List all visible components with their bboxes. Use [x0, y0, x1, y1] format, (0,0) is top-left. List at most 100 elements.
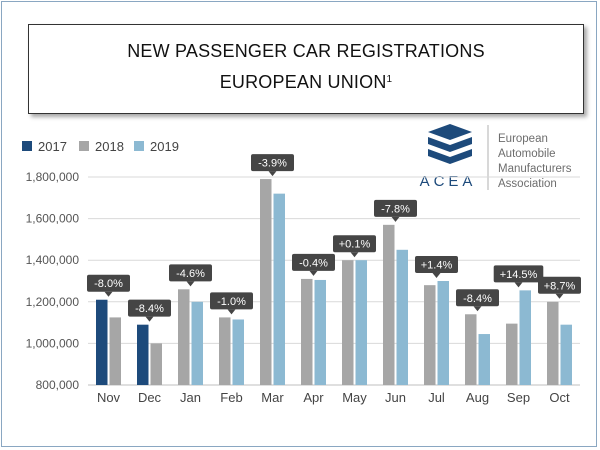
change-label-nov: -8.0% [87, 274, 130, 297]
legend: 2017 2018 2019 [22, 139, 179, 154]
change-label-box [374, 199, 417, 217]
change-label-jun: -7.8% [374, 199, 417, 222]
change-label-box [333, 235, 376, 253]
change-label-text: -0.4% [299, 257, 328, 269]
change-label-feb: -1.0% [210, 292, 253, 315]
change-label-text: -8.4% [463, 293, 492, 305]
change-label-box [128, 299, 171, 317]
y-tick-label: 800,000 [36, 378, 80, 392]
bar-2019-may [355, 260, 367, 385]
x-tick-label: Nov [97, 390, 121, 405]
change-label-box [210, 292, 253, 310]
bar-2017-dec [137, 324, 149, 385]
acea-car-chevron-icon [428, 124, 472, 164]
y-tick-label: 1,200,000 [26, 295, 80, 309]
legend-label-2019: 2019 [150, 139, 179, 154]
bar-2018-nov [109, 317, 121, 385]
acea-name-line-2: Automobile [498, 148, 556, 160]
bar-2018-jan [178, 289, 190, 385]
bar-2018-jul [424, 285, 436, 385]
y-tick-label: 1,600,000 [26, 212, 80, 226]
title-box: NEW PASSENGER CAR REGISTRATIONS EUROPEAN… [28, 24, 584, 114]
bar-2018-sep [506, 323, 518, 385]
bar-2019-jul [437, 281, 449, 385]
bar-2018-apr [301, 278, 313, 385]
change-label-pointer [432, 273, 441, 278]
change-label-text: +0.1% [339, 239, 371, 251]
change-label-box [538, 276, 581, 294]
change-label-text: -1.0% [217, 296, 246, 308]
change-label-dec: -8.4% [128, 299, 171, 322]
change-label-text: +8.7% [544, 280, 576, 292]
change-label-aug: -8.4% [456, 289, 499, 312]
change-label-pointer [104, 291, 113, 297]
bar-2018-feb [219, 317, 231, 385]
x-axis: Nov Dec Jan Feb Mar Apr May Jun Jul Aug Sep Oct [97, 390, 570, 405]
chart-title-line2: EUROPEAN UNION1 [29, 72, 583, 93]
acea-name-line-4: Association [498, 178, 557, 190]
x-tick-label: May [342, 390, 367, 405]
change-label-text: -8.0% [94, 278, 123, 290]
chart-title-line2-text: EUROPEAN UNION [219, 72, 387, 92]
bar-2018-oct [547, 301, 559, 385]
acea-acronym: ACEA [420, 173, 477, 190]
bar-2019-jun [396, 249, 408, 385]
change-label-text: -4.6% [176, 268, 205, 280]
y-axis: 800,000 1,000,000 1,200,000 1,400,000 1,600,… [26, 170, 80, 392]
bar-2018-jun [383, 224, 395, 385]
bar-2017-nov [96, 299, 108, 385]
change-label-jul: +1.4% [415, 256, 458, 278]
change-label-pointer [555, 293, 564, 299]
change-label-may: +0.1% [333, 235, 376, 258]
bar-2019-aug [478, 334, 490, 385]
change-label-box [456, 289, 499, 307]
chart-title-line1: NEW PASSENGER CAR REGISTRATIONS [127, 41, 485, 61]
bar-2019-jan [191, 301, 203, 385]
change-label-text: -7.8% [381, 203, 410, 215]
bars [96, 179, 572, 385]
y-tick-label: 1,800,000 [26, 170, 80, 184]
acea-logo: ACEA European Automobile Manufacturers A… [420, 124, 572, 190]
change-label-box [87, 274, 130, 292]
change-label-oct: +8.7% [538, 276, 581, 299]
bar-2019-sep [519, 290, 531, 385]
change-label-box [493, 265, 544, 283]
change-label-box [292, 253, 335, 271]
y-tick-label: 1,000,000 [26, 336, 80, 350]
change-label-text: -3.9% [258, 158, 287, 170]
x-tick-label: Aug [466, 390, 489, 405]
bar-2018-aug [465, 314, 477, 385]
bar-2019-apr [314, 279, 326, 385]
bar-2018-may [342, 260, 354, 385]
change-label-box [415, 256, 458, 273]
legend-swatch-2019 [134, 141, 144, 151]
change-label-box [169, 264, 212, 282]
x-tick-label: Jun [385, 390, 406, 405]
change-label-mar: -3.9% [251, 154, 294, 177]
change-label-text: -8.4% [135, 303, 164, 315]
gridlines [88, 176, 580, 386]
y-tick-label: 1,400,000 [26, 253, 80, 267]
change-label-text: +14.5% [500, 269, 538, 281]
change-label-pointer [145, 316, 154, 322]
x-tick-label: Apr [303, 390, 324, 405]
bar-2018-mar [260, 179, 272, 385]
x-tick-label: Jul [428, 390, 445, 405]
change-label-jan: -4.6% [169, 264, 212, 287]
change-label-apr: -0.4% [292, 253, 335, 276]
change-label-pointer [186, 281, 195, 287]
bar-2019-oct [560, 324, 572, 385]
x-tick-label: Sep [507, 390, 530, 405]
x-tick-label: Mar [261, 390, 284, 405]
change-label-box [251, 154, 294, 172]
change-label-pointer [309, 270, 318, 276]
acea-name-line-1: European [498, 133, 548, 145]
acea-name-line-3: Manufacturers [498, 163, 572, 175]
bar-2019-feb [232, 319, 244, 385]
x-tick-label: Feb [220, 390, 242, 405]
x-tick-label: Oct [549, 390, 570, 405]
legend-swatch-2017 [22, 141, 32, 151]
change-label-text: +1.4% [421, 260, 453, 272]
